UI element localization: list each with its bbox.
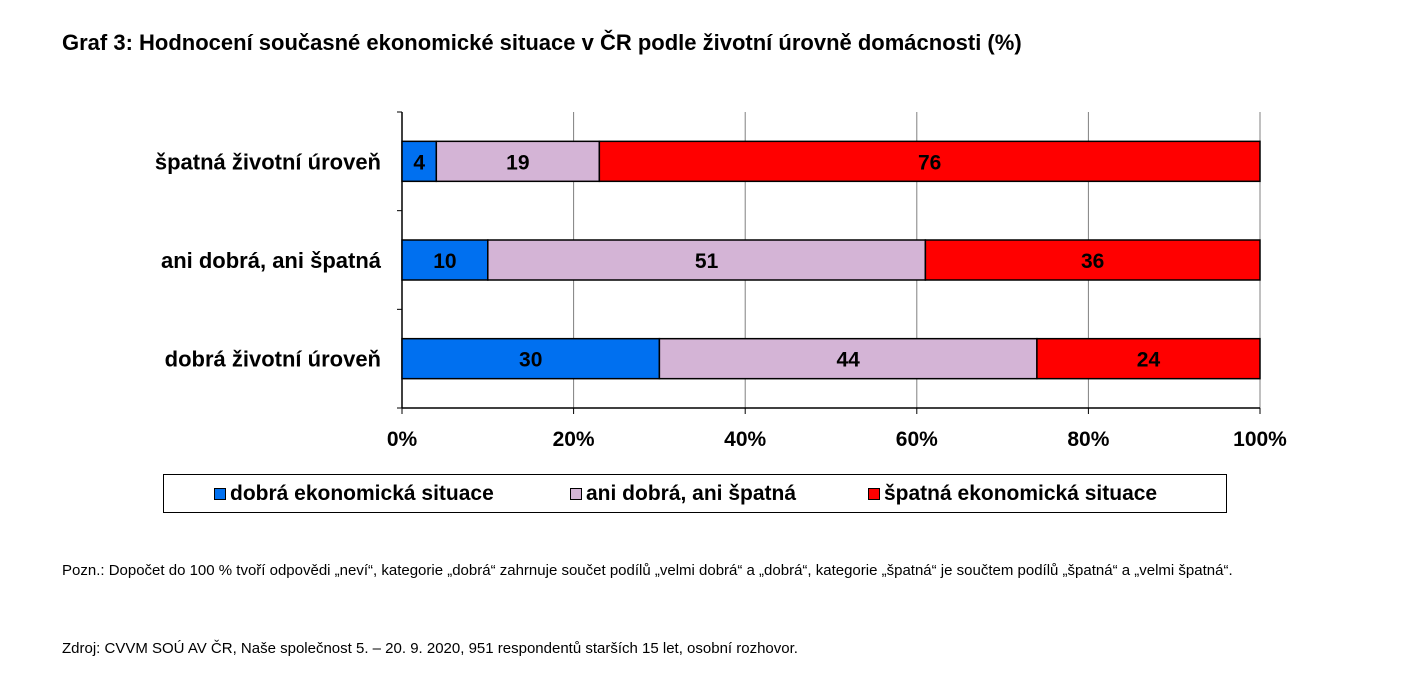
category-label: ani dobrá, ani špatná bbox=[161, 248, 382, 273]
data-label: 44 bbox=[836, 349, 860, 372]
stacked-bar-chart: 0% 20% 40% 60% 80% 100% špatná životní úroveň 4… bbox=[155, 111, 1287, 451]
legend-item-bad: špatná ekonomická situace bbox=[868, 475, 1157, 513]
legend-swatch-good bbox=[214, 488, 226, 500]
x-tick-label: 80% bbox=[1067, 428, 1109, 451]
legend-swatch-bad bbox=[868, 488, 880, 500]
data-label: 19 bbox=[506, 151, 529, 174]
category-label: špatná životní úroveň bbox=[155, 149, 381, 174]
bar-segment bbox=[598, 140, 1261, 183]
bar-segment bbox=[401, 140, 438, 183]
legend-label-bad: špatná ekonomická situace bbox=[884, 482, 1158, 505]
chart-title: Graf 3: Hodnocení současné ekonomické si… bbox=[62, 30, 1022, 55]
category-label: dobrá životní úroveň bbox=[165, 347, 381, 372]
legend-item-neutral: ani dobrá, ani špatná bbox=[570, 475, 796, 513]
data-label: 4 bbox=[413, 151, 425, 174]
chart-note: Pozn.: Dopočet do 100 % tvoří odpovědi „… bbox=[62, 562, 1233, 579]
legend-label-neutral: ani dobrá, ani špatná bbox=[586, 482, 797, 505]
x-tick-label: 0% bbox=[387, 428, 418, 451]
bar-segment bbox=[435, 140, 601, 183]
x-tick-label: 100% bbox=[1233, 428, 1287, 451]
legend-swatch-neutral bbox=[570, 488, 582, 500]
legend-label-good: dobrá ekonomická situace bbox=[230, 482, 494, 505]
data-label: 76 bbox=[918, 151, 941, 174]
bar-segment bbox=[1036, 337, 1261, 380]
data-label: 51 bbox=[695, 250, 719, 273]
x-tick-label: 60% bbox=[896, 428, 938, 451]
data-label: 10 bbox=[433, 250, 456, 273]
bar-segment bbox=[658, 337, 1038, 380]
data-label: 30 bbox=[519, 349, 542, 372]
x-tick-label: 40% bbox=[724, 428, 766, 451]
chart-legend: dobrá ekonomická situace ani dobrá, ani … bbox=[163, 474, 1227, 513]
data-label: 24 bbox=[1137, 349, 1161, 372]
x-tick-label: 20% bbox=[553, 428, 595, 451]
chart-source: Zdroj: CVVM SOÚ AV ČR, Naše společnost 5… bbox=[62, 640, 798, 657]
data-label: 36 bbox=[1081, 250, 1104, 273]
legend-item-good: dobrá ekonomická situace bbox=[214, 475, 494, 513]
bar-segment bbox=[924, 239, 1261, 281]
